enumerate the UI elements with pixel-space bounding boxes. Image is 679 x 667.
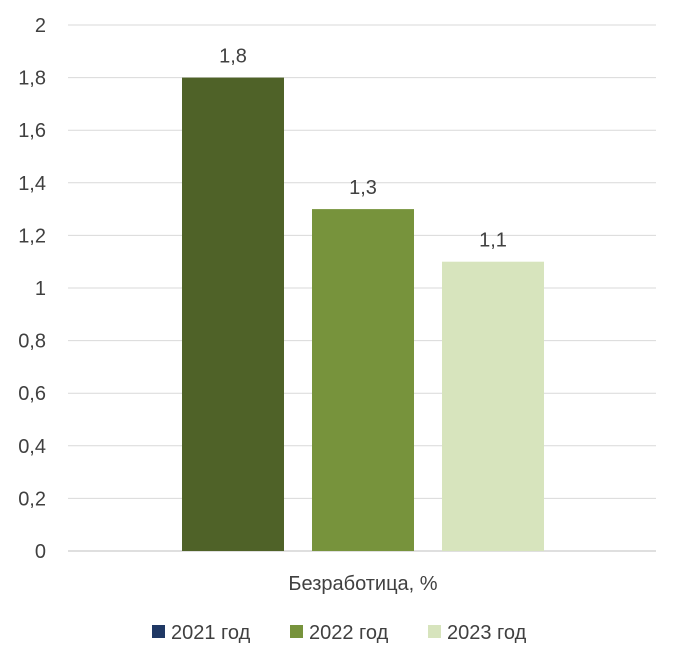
data-label: 1,8 [219, 46, 247, 68]
legend-swatch [152, 625, 165, 638]
y-tick-label: 0,6 [18, 383, 46, 405]
y-tick-label: 1,6 [18, 120, 46, 142]
data-label: 1,1 [479, 230, 507, 252]
y-axis-ticks: 0 0,2 0,4 0,6 0,8 1 1,2 1,4 1,6 1,8 2 [18, 15, 46, 563]
legend-label: 2021 год [171, 622, 251, 644]
y-tick-label: 0 [35, 541, 46, 563]
legend-swatch [290, 625, 303, 638]
legend-label: 2022 год [309, 622, 389, 644]
bars [182, 77, 544, 551]
data-label: 1,3 [349, 177, 377, 199]
y-tick-label: 1,8 [18, 68, 46, 90]
x-category-label: Безработица, % [288, 573, 437, 595]
y-tick-label: 0,2 [18, 488, 46, 510]
legend-swatch [428, 625, 441, 638]
y-tick-label: 0,4 [18, 436, 46, 458]
y-tick-label: 1,4 [18, 173, 46, 195]
y-tick-label: 1 [35, 278, 46, 300]
legend-label: 2023 год [447, 622, 527, 644]
y-tick-label: 0,8 [18, 331, 46, 353]
bar [312, 209, 414, 551]
bar [442, 261, 544, 551]
legend-item: 2023 год [428, 622, 527, 644]
y-tick-label: 1,2 [18, 225, 46, 247]
x-axis-categories: Безработица, % [288, 573, 437, 595]
legend: 2021 год 2022 год 2023 год [152, 622, 527, 644]
legend-item: 2022 год [290, 622, 389, 644]
bar [182, 77, 284, 551]
legend-item: 2021 год [152, 622, 251, 644]
y-tick-label: 2 [35, 15, 46, 37]
data-labels: 1,8 1,3 1,1 [219, 46, 507, 252]
